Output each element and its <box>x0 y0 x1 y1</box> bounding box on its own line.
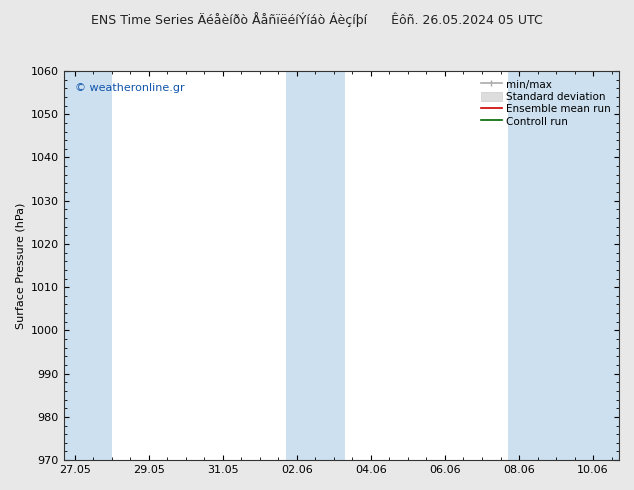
Bar <box>63 71 112 460</box>
Bar <box>508 71 634 460</box>
Legend: min/max, Standard deviation, Ensemble mean run, Controll run: min/max, Standard deviation, Ensemble me… <box>478 76 614 130</box>
Y-axis label: Surface Pressure (hPa): Surface Pressure (hPa) <box>15 202 25 329</box>
Bar <box>286 71 345 460</box>
Text: ENS Time Series Äéåèíðò ÅåñïëéíÝíáò Áèçíþí      Êôñ. 26.05.2024 05 UTC: ENS Time Series Äéåèíðò ÅåñïëéíÝíáò Áèçí… <box>91 12 543 27</box>
Text: © weatheronline.gr: © weatheronline.gr <box>75 83 184 93</box>
